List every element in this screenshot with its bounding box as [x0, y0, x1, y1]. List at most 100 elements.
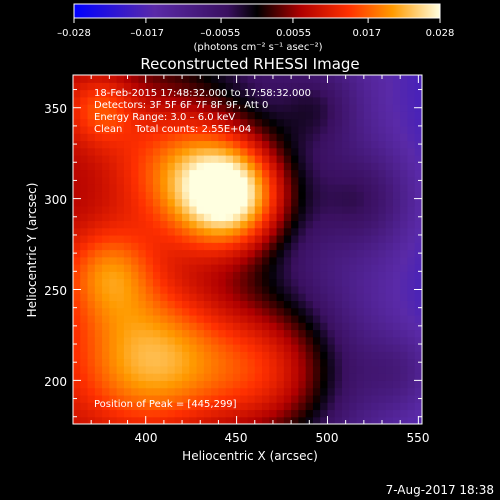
heatmap-cell: [334, 242, 343, 251]
heatmap-cell: [189, 118, 198, 127]
heatmap-cell: [131, 133, 140, 142]
heatmap-cell: [269, 380, 278, 389]
heatmap-cell: [189, 111, 198, 120]
heatmap-cell: [138, 293, 147, 301]
heatmap-cell: [414, 125, 422, 134]
heatmap-cell: [109, 125, 118, 134]
heatmap-cell: [196, 344, 205, 352]
heatmap-cell: [189, 96, 198, 105]
heatmap-cell: [320, 336, 329, 345]
heatmap-cell: [218, 249, 227, 258]
heatmap-cell: [276, 176, 285, 185]
heatmap-cell: [80, 300, 89, 309]
heatmap-cell: [254, 198, 263, 207]
heatmap-cell: [167, 249, 176, 258]
heatmap-cell: [298, 154, 307, 163]
heatmap-cell: [102, 154, 110, 163]
heatmap-cell: [196, 394, 205, 403]
heatmap-cell: [109, 307, 118, 316]
heatmap-cell: [356, 380, 365, 389]
heatmap-cell: [152, 75, 161, 83]
heatmap-cell: [334, 351, 343, 360]
heatmap-cell: [182, 227, 190, 236]
heatmap-cell: [167, 82, 176, 91]
heatmap-cell: [291, 198, 299, 207]
heatmap-cell: [138, 176, 147, 185]
heatmap-cell: [349, 140, 358, 149]
heatmap-cell: [145, 387, 154, 396]
heatmap-cell: [196, 351, 205, 360]
heatmap-cell: [211, 162, 220, 171]
heatmap-cell: [73, 96, 81, 105]
heatmap-cell: [291, 365, 299, 374]
heatmap-cell: [327, 205, 336, 214]
heatmap-cell: [189, 176, 198, 185]
heatmap-cell: [283, 198, 292, 207]
heatmap-cell: [196, 278, 205, 287]
heatmap-cell: [138, 358, 147, 367]
heatmap-cell: [152, 380, 161, 389]
heatmap-cell: [320, 118, 329, 127]
heatmap-cell: [392, 111, 401, 120]
heatmap-cell: [109, 314, 118, 323]
heatmap-cell: [240, 147, 249, 156]
heatmap-cell: [160, 322, 169, 331]
heatmap-cell: [407, 351, 416, 360]
heatmap-cell: [182, 293, 190, 301]
heatmap-cell: [334, 154, 343, 163]
heatmap-cell: [254, 358, 263, 367]
heatmap-cell: [414, 329, 422, 338]
heatmap-cell: [240, 104, 249, 112]
heatmap-cell: [211, 147, 220, 156]
heatmap-cell: [342, 285, 350, 294]
heatmap-cell: [385, 169, 394, 178]
heatmap-cell: [225, 271, 234, 280]
heatmap-cell: [283, 271, 292, 280]
heatmap-cell: [87, 169, 96, 178]
heatmap-cell: [240, 307, 249, 316]
heatmap-cell: [182, 125, 190, 134]
heatmap-cell: [269, 154, 278, 163]
heatmap-cell: [371, 314, 379, 323]
heatmap-cell: [254, 75, 263, 83]
heatmap-cell: [276, 213, 285, 222]
heatmap-cell: [145, 133, 154, 142]
heatmap-cell: [385, 314, 394, 323]
heatmap-cell: [312, 336, 321, 345]
heatmap-cell: [131, 394, 140, 403]
x-tick-label: 500: [316, 431, 339, 445]
heatmap-cell: [312, 285, 321, 294]
heatmap-cell: [312, 125, 321, 134]
heatmap-cell: [262, 118, 270, 127]
heatmap-cell: [182, 373, 190, 381]
heatmap-cell: [232, 314, 241, 323]
heatmap-cell: [138, 154, 147, 163]
heatmap-cell: [145, 416, 154, 424]
heatmap-cell: [262, 89, 270, 98]
heatmap-cell: [240, 125, 249, 134]
heatmap-cell: [320, 285, 329, 294]
heatmap-cell: [189, 147, 198, 156]
heatmap-cell: [269, 220, 278, 229]
heatmap-cell: [283, 264, 292, 272]
heatmap-cell: [196, 336, 205, 345]
heatmap-cell: [378, 154, 387, 163]
heatmap-cell: [167, 402, 176, 411]
heatmap-cell: [225, 365, 234, 374]
heatmap-cell: [356, 271, 365, 280]
heatmap-cell: [116, 387, 125, 396]
heatmap-cell: [283, 322, 292, 331]
heatmap-cell: [232, 118, 241, 127]
heatmap-cell: [327, 75, 336, 83]
heatmap-cell: [342, 111, 350, 120]
heatmap-cell: [152, 285, 161, 294]
heatmap-cell: [145, 344, 154, 352]
heatmap-cell: [138, 213, 147, 222]
heatmap-cell: [334, 234, 343, 243]
heatmap-cell: [102, 314, 110, 323]
heatmap-cell: [407, 154, 416, 163]
heatmap-cell: [73, 373, 81, 381]
heatmap-cell: [385, 336, 394, 345]
heatmap-cell: [131, 147, 140, 156]
heatmap-cell: [160, 162, 169, 171]
